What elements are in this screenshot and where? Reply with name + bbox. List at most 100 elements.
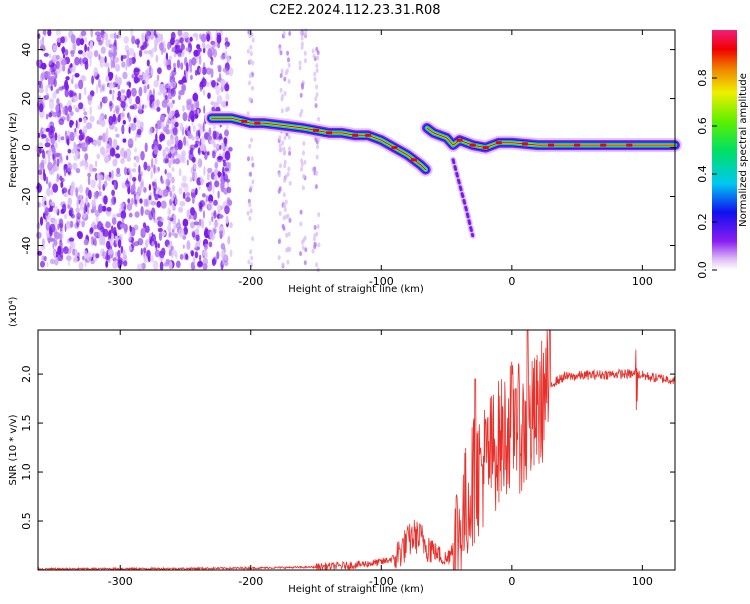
noise-speckle [287,134,291,140]
noise-speckle [127,138,134,149]
noise-speckle [195,187,198,196]
noise-speckle [83,117,87,124]
y-tick-label: 1.5 [20,414,33,432]
noise-speckle [108,171,112,178]
noise-speckle [114,74,118,84]
noise-speckle [49,99,55,110]
noise-speckle [220,54,226,60]
noise-speckle [164,95,168,100]
noise-speckle [166,64,172,71]
noise-speckle [154,157,158,165]
noise-speckle [75,120,78,129]
noise-speckle [82,107,86,112]
noise-speckle [249,249,253,255]
noise-speckle [206,182,209,188]
noise-speckle [56,158,60,167]
noise-speckle [75,150,80,157]
noise-speckle [158,189,165,196]
noise-speckle [209,139,215,145]
noise-speckle [200,33,207,43]
noise-speckle [104,56,107,64]
noise-speckle [105,75,110,83]
noise-speckle [212,130,217,140]
noise-speckle [45,221,51,231]
spectrogram-y-axis-label: Frequency (Hz) [8,112,19,188]
noise-speckle [126,156,132,162]
noise-speckle [47,75,52,86]
noise-speckle [161,179,164,184]
noise-speckle [114,126,118,132]
noise-speckle [315,262,319,268]
noise-speckle [126,202,133,211]
noise-speckle [148,49,153,55]
noise-speckle [40,260,45,268]
noise-speckle [57,245,62,256]
noise-speckle [55,28,62,36]
noise-speckle [147,84,150,90]
noise-speckle [277,255,281,261]
noise-speckle [183,136,187,146]
noise-speckle [217,64,222,70]
noise-speckle [304,247,308,253]
noise-speckle [302,173,305,179]
noise-speckle [158,231,163,241]
noise-speckle [135,95,141,105]
noise-speckle [314,96,318,102]
noise-speckle [192,196,195,204]
colorbar: 0.0 0.2 0.4 0.6 0.8 Normalized spectral ampl… [696,30,749,279]
noise-speckle [106,240,111,250]
noise-speckle [176,44,181,50]
noise-speckle [206,81,210,88]
noise-speckle [131,241,135,249]
colorbar-tick-label: 0.2 [696,213,709,231]
noise-speckle [71,74,75,80]
noise-speckle [70,33,76,44]
noise-speckle [300,162,304,167]
noise-speckle [173,219,176,225]
noise-speckle [198,218,202,227]
noise-speckle [283,177,287,183]
noise-speckle [78,261,84,270]
noise-speckle [206,43,211,50]
noise-speckle [247,259,251,265]
noise-speckle [302,150,305,156]
noise-speckle [48,182,51,189]
noise-speckle [68,209,73,217]
noise-speckle [58,218,64,229]
noise-speckle [170,78,174,84]
noise-speckle [42,150,46,159]
noise-speckle [51,63,57,72]
ridge-peak-mark [241,119,248,123]
noise-speckle [83,111,88,116]
noise-speckle [278,147,282,153]
noise-speckle [52,183,59,193]
noise-speckle [190,147,194,155]
noise-speckle [81,75,85,82]
noise-speckle [111,46,114,53]
noise-speckle [41,238,45,248]
noise-speckle [316,55,320,61]
noise-speckle [118,260,124,266]
noise-speckle [186,159,189,166]
noise-speckle [169,173,172,179]
noise-speckle [190,250,194,257]
noise-speckle [189,110,195,121]
noise-speckle [166,149,171,154]
noise-speckle [145,225,150,233]
noise-speckle [108,52,113,58]
noise-speckle [140,150,145,161]
noise-speckle [56,88,60,94]
colorbar-ticks: 0.0 0.2 0.4 0.6 0.8 [696,69,717,279]
snr-background [38,330,675,570]
noise-speckle [179,253,184,260]
noise-speckle [69,220,74,228]
noise-speckle [39,44,46,52]
noise-speckle [288,180,292,186]
noise-speckle [229,249,233,258]
noise-speckle [67,130,71,136]
noise-speckle [143,247,147,254]
noise-speckle [143,255,148,263]
noise-speckle [146,165,151,172]
noise-speckle [175,260,181,268]
noise-speckle [135,155,140,163]
